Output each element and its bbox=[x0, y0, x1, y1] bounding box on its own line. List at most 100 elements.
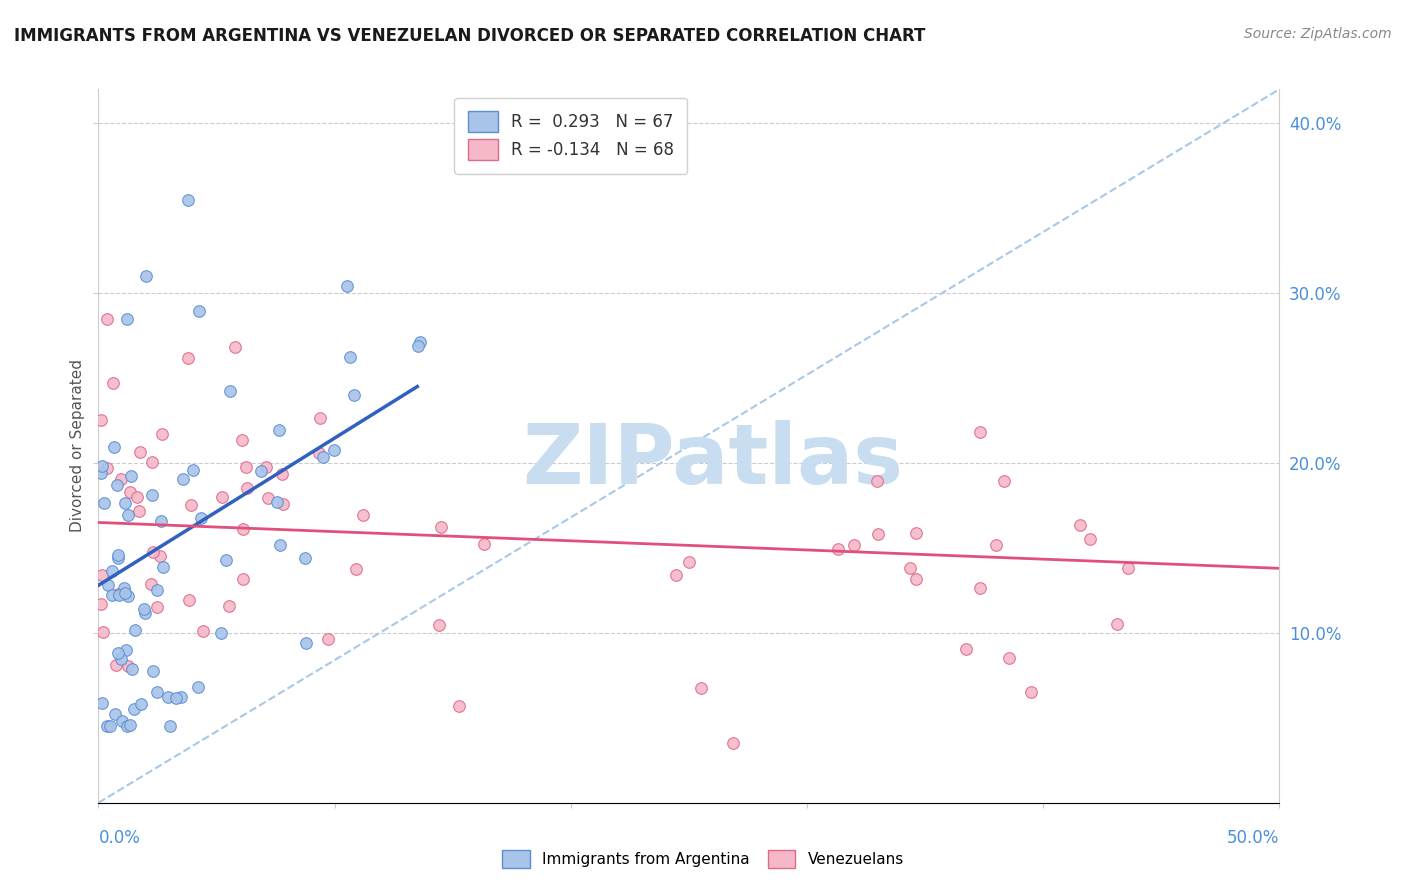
Point bbox=[1116, 561, 1139, 575]
Point bbox=[91, 624, 114, 639]
Point bbox=[115, 311, 138, 326]
Point bbox=[122, 702, 145, 716]
Point bbox=[145, 599, 167, 614]
Point bbox=[257, 491, 280, 506]
Point bbox=[129, 445, 152, 459]
Point bbox=[1105, 616, 1128, 631]
Point bbox=[135, 269, 157, 284]
Point bbox=[352, 508, 374, 523]
Point bbox=[236, 482, 259, 496]
Point bbox=[124, 623, 146, 637]
Point bbox=[308, 445, 330, 459]
Point bbox=[105, 658, 128, 673]
Point bbox=[104, 707, 127, 722]
Point bbox=[107, 551, 129, 566]
Point bbox=[955, 641, 977, 656]
Point bbox=[844, 537, 866, 551]
Point bbox=[249, 464, 271, 478]
Point bbox=[406, 339, 429, 353]
Point bbox=[339, 351, 361, 365]
Point bbox=[271, 467, 294, 482]
Text: ZIPatlas: ZIPatlas bbox=[522, 420, 903, 500]
Point bbox=[188, 303, 211, 318]
Point bbox=[90, 458, 112, 473]
Point bbox=[898, 561, 921, 575]
Point bbox=[90, 413, 112, 427]
Point bbox=[110, 472, 132, 486]
Point bbox=[142, 545, 165, 559]
Y-axis label: Divorced or Separated: Divorced or Separated bbox=[70, 359, 86, 533]
Point bbox=[409, 335, 432, 350]
Point bbox=[336, 279, 359, 293]
Point bbox=[152, 560, 174, 574]
Point bbox=[427, 617, 450, 632]
Point bbox=[177, 193, 200, 207]
Point bbox=[112, 581, 135, 595]
Point bbox=[149, 514, 172, 528]
Point bbox=[120, 469, 142, 483]
Point bbox=[1069, 518, 1091, 533]
Point bbox=[318, 632, 340, 647]
Point bbox=[312, 450, 335, 465]
Point bbox=[969, 581, 991, 595]
Point bbox=[215, 553, 238, 567]
Point bbox=[969, 425, 991, 439]
Point bbox=[100, 588, 122, 602]
Point bbox=[232, 572, 254, 586]
Point bbox=[111, 714, 134, 729]
Point bbox=[103, 440, 125, 454]
Point bbox=[474, 537, 496, 551]
Point bbox=[224, 341, 246, 355]
Point bbox=[146, 685, 169, 699]
Point bbox=[235, 460, 257, 475]
Point bbox=[98, 719, 121, 733]
Point bbox=[101, 564, 124, 578]
Point bbox=[107, 646, 129, 660]
Point bbox=[984, 537, 1007, 551]
Point bbox=[107, 548, 129, 562]
Point bbox=[170, 690, 193, 705]
Point bbox=[134, 606, 156, 620]
Point bbox=[90, 696, 112, 710]
Point bbox=[117, 658, 139, 673]
Legend: R =  0.293   N = 67, R = -0.134   N = 68: R = 0.293 N = 67, R = -0.134 N = 68 bbox=[454, 97, 688, 174]
Point bbox=[121, 662, 143, 676]
Point bbox=[905, 572, 928, 586]
Point bbox=[266, 495, 288, 509]
Point bbox=[159, 719, 181, 733]
Point bbox=[447, 698, 470, 713]
Text: IMMIGRANTS FROM ARGENTINA VS VENEZUELAN DIVORCED OR SEPARATED CORRELATION CHART: IMMIGRANTS FROM ARGENTINA VS VENEZUELAN … bbox=[14, 27, 925, 45]
Point bbox=[191, 624, 214, 638]
Point bbox=[165, 691, 187, 706]
Point bbox=[689, 681, 711, 696]
Point bbox=[156, 690, 179, 704]
Point bbox=[1021, 685, 1043, 699]
Point bbox=[129, 698, 152, 712]
Point bbox=[139, 577, 162, 591]
Point bbox=[152, 427, 174, 442]
Point bbox=[678, 555, 700, 569]
Point bbox=[115, 719, 138, 733]
Point bbox=[905, 525, 928, 540]
Point bbox=[177, 351, 200, 365]
Point bbox=[219, 384, 242, 398]
Point bbox=[172, 472, 194, 486]
Point bbox=[342, 388, 364, 402]
Text: Source: ZipAtlas.com: Source: ZipAtlas.com bbox=[1244, 27, 1392, 41]
Point bbox=[269, 538, 291, 552]
Point bbox=[294, 636, 316, 650]
Point bbox=[141, 455, 163, 469]
Point bbox=[93, 496, 115, 510]
Point bbox=[231, 433, 253, 447]
Point bbox=[115, 643, 138, 657]
Point bbox=[665, 568, 688, 582]
Text: 50.0%: 50.0% bbox=[1227, 829, 1279, 847]
Point bbox=[127, 490, 149, 504]
Point bbox=[118, 485, 141, 500]
Point bbox=[309, 410, 332, 425]
Point bbox=[993, 474, 1015, 488]
Point bbox=[141, 488, 163, 502]
Point bbox=[232, 522, 254, 536]
Point bbox=[149, 549, 172, 564]
Point bbox=[866, 527, 889, 541]
